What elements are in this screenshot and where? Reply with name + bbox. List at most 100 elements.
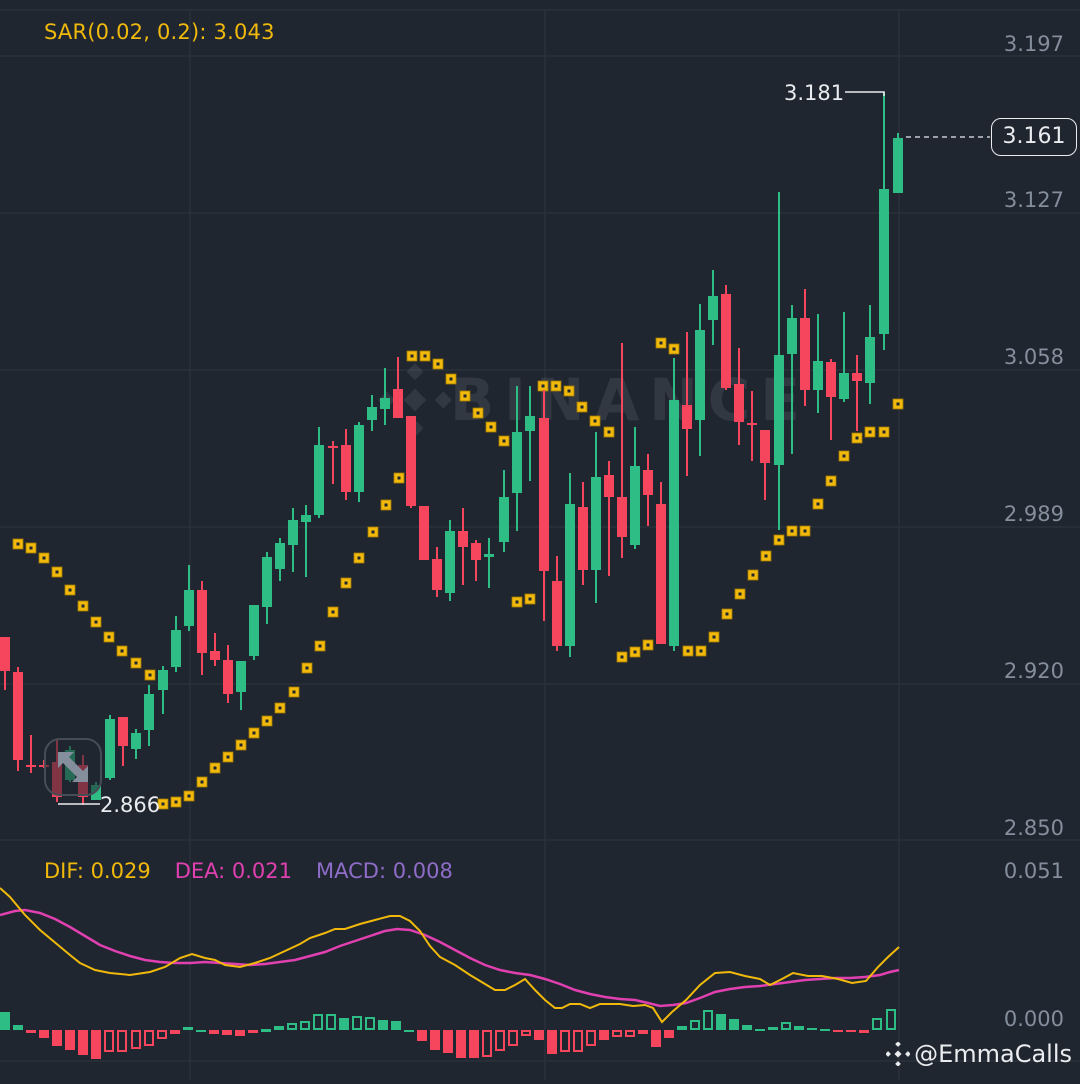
current-price-tag[interactable]: 3.161 (991, 118, 1077, 156)
candle-body (275, 543, 285, 569)
macd-bar (638, 1030, 648, 1034)
macd-bar (586, 1030, 596, 1046)
candle-body (826, 362, 836, 397)
candle-body (223, 660, 233, 694)
macd-bar (300, 1021, 310, 1030)
macd-bar (456, 1030, 466, 1058)
candle-body (839, 373, 849, 399)
candle-body (525, 416, 535, 431)
macd-bar (612, 1030, 622, 1037)
macd-bar (13, 1025, 23, 1030)
candle-body (617, 497, 627, 537)
macd-bar (196, 1030, 206, 1032)
high-marker-line (845, 91, 885, 96)
candle-body (695, 330, 705, 420)
candle-body (893, 138, 903, 193)
price-axis-label: 2.920 (1003, 659, 1064, 683)
macd-bar (209, 1030, 219, 1034)
price-axis-label: 2.850 (1003, 816, 1064, 840)
macd-bar (157, 1030, 167, 1039)
macd-bar (755, 1029, 765, 1031)
macd-bar (690, 1020, 700, 1030)
macd-bar (625, 1030, 635, 1037)
candle-body (734, 384, 744, 422)
macd-bar (313, 1014, 323, 1030)
macd-bar (287, 1023, 297, 1030)
candle-body (787, 318, 797, 354)
candle-body (643, 470, 653, 495)
candle-body (118, 717, 128, 746)
macd-bar (365, 1017, 375, 1030)
macd-bar (144, 1030, 154, 1046)
macd-bar (677, 1026, 687, 1030)
macd-bar (352, 1016, 362, 1030)
macd-axis-label: 0.000 (1003, 1007, 1064, 1031)
macd-bar (547, 1030, 557, 1054)
macd-value-label: MACD: 0.008 (316, 859, 453, 883)
macd-bar (651, 1030, 661, 1047)
macd-bar (52, 1030, 62, 1046)
candle-body (630, 466, 640, 545)
macd-bar (261, 1029, 271, 1032)
candle-body (262, 557, 272, 607)
macd-bar (326, 1014, 336, 1030)
high-price-marker: 3.181 (784, 81, 845, 105)
candle-body (604, 475, 614, 497)
candle-body (721, 294, 731, 388)
sar-dots (12, 337, 904, 810)
macd-bar (104, 1030, 114, 1052)
candle-body (708, 296, 718, 320)
candle-body (774, 355, 784, 465)
macd-bar (482, 1030, 492, 1057)
binance-logo-icon (886, 1042, 911, 1066)
macd-bar (91, 1030, 101, 1059)
candle-body (419, 506, 429, 560)
candle-body (197, 590, 207, 653)
candle-body (13, 672, 23, 760)
candle-body (656, 504, 666, 644)
macd-bar (729, 1019, 739, 1030)
macd-bar (560, 1030, 570, 1052)
candle-body (432, 559, 442, 590)
price-axis-label: 3.127 (1003, 188, 1064, 212)
macd-bar (599, 1030, 609, 1040)
candle-body (328, 446, 338, 448)
macd-bar (469, 1030, 479, 1058)
macd-bar (443, 1030, 453, 1053)
candle-body (471, 543, 481, 560)
candle-body (565, 504, 575, 646)
candle-body (105, 719, 115, 778)
sar-indicator-label: SAR(0.02, 0.2): 3.043 (44, 20, 275, 44)
candle-body (499, 497, 509, 542)
macd-bar (248, 1030, 258, 1033)
candle-body (879, 189, 889, 334)
macd-bar (170, 1030, 180, 1034)
candle-body (682, 405, 692, 429)
macd-bar (846, 1030, 856, 1032)
macd-bar (235, 1030, 245, 1036)
candle-body (210, 651, 220, 660)
candle-body (393, 389, 403, 418)
macd-bar (872, 1018, 882, 1030)
macd-bar (573, 1030, 583, 1052)
macd-bar (742, 1025, 752, 1030)
candle-body (552, 581, 562, 646)
expand-arrows-icon (58, 752, 88, 782)
candle-body (301, 515, 311, 522)
candle-body (0, 637, 10, 671)
macd-bar (521, 1030, 531, 1036)
dif-line (0, 887, 900, 1024)
candle-body (341, 445, 351, 492)
expand-chart-button[interactable] (44, 738, 102, 796)
candle-body (800, 318, 810, 390)
candle-body (144, 694, 154, 730)
candle-body (288, 520, 298, 545)
macd-bar (131, 1030, 141, 1049)
macd-legend: DIF: 0.029 DEA: 0.021 MACD: 0.008 (44, 859, 453, 883)
candle-body (406, 416, 416, 506)
candle-body (669, 400, 679, 646)
candle-body (158, 670, 168, 690)
macd-bar (534, 1030, 544, 1040)
